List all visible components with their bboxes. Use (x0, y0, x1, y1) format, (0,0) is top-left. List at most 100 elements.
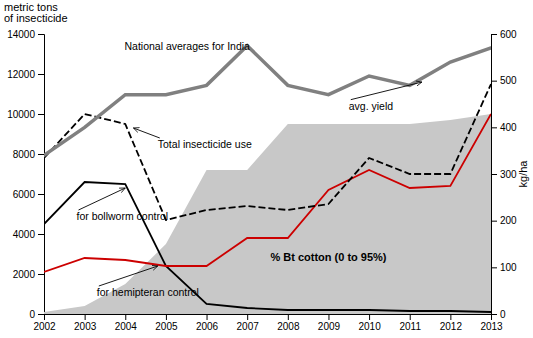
line (44, 114, 491, 272)
tick-label: 2004 (115, 321, 138, 332)
tick-label: 2009 (318, 321, 341, 332)
tick-label: 500 (500, 75, 517, 86)
tick: 2003 (74, 314, 97, 332)
tick-label: 2010 (358, 321, 381, 332)
tick: 2005 (155, 314, 178, 332)
tick-label: 200 (500, 215, 517, 226)
annotation-arrow (133, 128, 159, 138)
tick: 0 (29, 309, 44, 320)
annotation: % Bt cotton (0 to 95%) (270, 251, 386, 263)
tick-mark (38, 74, 44, 75)
tick: 100 (491, 262, 517, 273)
tick: 2009 (318, 314, 341, 332)
tick-mark (491, 127, 497, 128)
tick: 400 (491, 122, 517, 133)
tick-label: 2006 (196, 321, 219, 332)
tick-mark (38, 234, 44, 235)
tick-mark (491, 174, 497, 175)
tick-mark (491, 34, 497, 35)
tick-label: 400 (500, 122, 517, 133)
axis-domain (492, 35, 498, 315)
tick-label: 6000 (13, 189, 36, 200)
tick-mark (288, 314, 289, 320)
tick-mark (450, 314, 451, 320)
tick-label: 10000 (7, 109, 35, 120)
y2-axis-label: kg/ha (517, 160, 529, 188)
tick-label: 4000 (13, 229, 36, 240)
tick-mark (38, 114, 44, 115)
annotation-arrow (79, 188, 126, 210)
tick: 600 (491, 29, 517, 40)
tick: 2002 (33, 314, 56, 332)
tick: 300 (491, 169, 517, 180)
axis-domain (45, 315, 492, 321)
annotation: Total insecticide use (158, 138, 252, 150)
yticks-axis: 0 2000 4000 6000 8000 10000 12000 14000 (7, 29, 44, 320)
tick: 2011 (399, 314, 421, 332)
tick-mark (491, 81, 497, 82)
tick: 200 (491, 215, 517, 226)
tick: 2004 (115, 314, 138, 332)
tick-mark (85, 314, 86, 320)
plot-area (44, 46, 491, 314)
tick-mark (166, 314, 167, 320)
tick-mark (125, 314, 126, 320)
annotation-arrow (99, 266, 158, 286)
tick-label: 2000 (13, 269, 36, 280)
tick-label: 8000 (13, 149, 36, 160)
tick-label: 2008 (277, 321, 300, 332)
tick: 10000 (7, 109, 44, 120)
tick: 500 (491, 75, 517, 86)
tick: 2006 (196, 314, 219, 332)
tick: 6000 (13, 189, 44, 200)
tick-label: 2011 (399, 321, 421, 332)
tick-mark (247, 314, 248, 320)
tick: 2008 (277, 314, 300, 332)
annotation: National averages for India (124, 40, 250, 52)
line (44, 46, 491, 156)
tick-mark (38, 274, 44, 275)
tick-label: 14000 (7, 29, 35, 40)
tick-mark (328, 314, 329, 320)
tick-label: 100 (500, 262, 517, 273)
tick-mark (38, 34, 44, 35)
tick: 2010 (358, 314, 381, 332)
tick: 8000 (13, 149, 44, 160)
tick: 12000 (7, 69, 44, 80)
tick: 0 (491, 309, 506, 320)
tick: 14000 (7, 29, 44, 40)
tick-label: 600 (500, 29, 517, 40)
tick: 2012 (440, 314, 463, 332)
chart-container: 2002 2003 2004 2005 2006 2007 2008 2009 2010 2011… (0, 0, 533, 338)
tick-mark (369, 314, 370, 320)
tick: 2000 (13, 269, 44, 280)
chart: 2002 2003 2004 2005 2006 2007 2008 2009 2010 2011… (0, 0, 533, 338)
tick-mark (38, 154, 44, 155)
y-axis-label: of insecticide (4, 12, 68, 24)
tick-label: 0 (29, 309, 35, 320)
tick-label: 2007 (237, 321, 260, 332)
line (44, 182, 491, 312)
tick-mark (491, 221, 497, 222)
annotation-arrow (351, 82, 422, 100)
annotation: for hemipteran control (97, 286, 199, 298)
area (44, 114, 491, 314)
tick-label: 2012 (440, 321, 463, 332)
tick-label: 2003 (74, 321, 97, 332)
tick-mark (491, 267, 497, 268)
annotation: for bollworm control (77, 210, 169, 222)
tick-label: 0 (500, 309, 506, 320)
y2ticks-axis: 0 100 200 300 400 500 600 (491, 29, 517, 320)
tick-mark (207, 314, 208, 320)
tick-label: 2005 (155, 321, 178, 332)
tick-label: 2013 (480, 321, 503, 332)
axis-domain (38, 35, 45, 315)
annotations: National averages for India avg. yield Tot… (77, 40, 422, 298)
tick-label: 300 (500, 169, 517, 180)
tick: 2007 (237, 314, 260, 332)
tick-mark (410, 314, 411, 320)
tick-mark (38, 314, 44, 315)
annotation: avg. yield (349, 100, 394, 112)
tick-mark (38, 194, 44, 195)
tick-label: 2002 (33, 321, 56, 332)
